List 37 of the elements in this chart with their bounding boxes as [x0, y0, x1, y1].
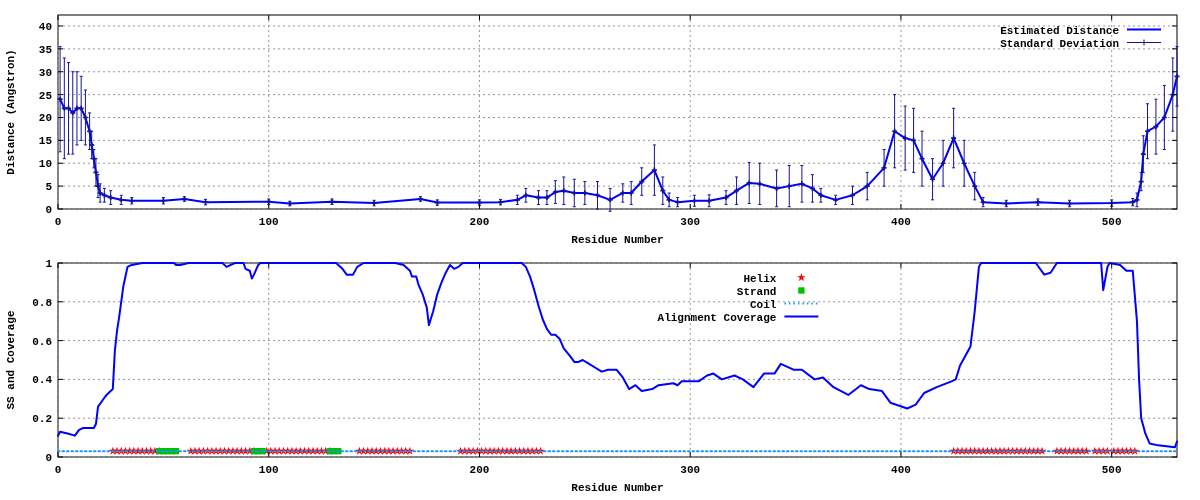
x-axis-title: Residue Number	[571, 482, 664, 494]
legend-label: Strand	[736, 285, 777, 298]
legend-label: Standard Deviation	[1000, 37, 1119, 50]
x-tick-label: 200	[469, 464, 490, 476]
legend-label: Alignment Coverage	[657, 311, 777, 324]
x-axis-title: Residue Number	[571, 234, 664, 246]
y-tick-label: 25	[38, 89, 53, 102]
x-tick-label: 400	[891, 216, 911, 228]
x-tick-label: 0	[54, 216, 62, 228]
y-tick-label: 15	[38, 135, 53, 148]
y-tick-label: 0.2	[32, 413, 52, 426]
x-tick-label: 100	[258, 216, 279, 228]
x-tick-label: 400	[891, 464, 911, 476]
x-tick-label: 500	[1101, 216, 1122, 228]
y-tick-label: 5	[45, 181, 53, 194]
y-tick-label: 35	[38, 43, 53, 56]
x-tick-label: 100	[258, 464, 279, 476]
y-tick-label: 20	[38, 112, 52, 125]
legend-label: Estimated Distance	[1000, 24, 1120, 37]
x-tick-label: 300	[680, 464, 701, 476]
y-tick-label: 0.4	[32, 374, 53, 387]
y-tick-label: 0	[45, 204, 52, 216]
y-tick-label: 1	[45, 258, 53, 270]
y-tick-label: 30	[38, 66, 52, 79]
y-axis-title: SS and Coverage	[5, 310, 17, 410]
x-tick-label: 0	[54, 464, 62, 476]
y-tick-label: 0.8	[32, 296, 53, 309]
y-tick-label: 40	[38, 20, 52, 33]
y-tick-label: 10	[38, 158, 52, 171]
y-axis-title: Distance (Angstron)	[5, 49, 17, 175]
x-tick-label: 500	[1101, 464, 1122, 476]
legend-label: Coil	[749, 298, 777, 311]
y-tick-label: 0	[45, 452, 52, 464]
x-tick-label: 300	[680, 216, 701, 228]
y-tick-label: 0.6	[32, 335, 52, 348]
x-tick-label: 200	[469, 216, 490, 228]
legend-label: Helix	[743, 272, 777, 285]
